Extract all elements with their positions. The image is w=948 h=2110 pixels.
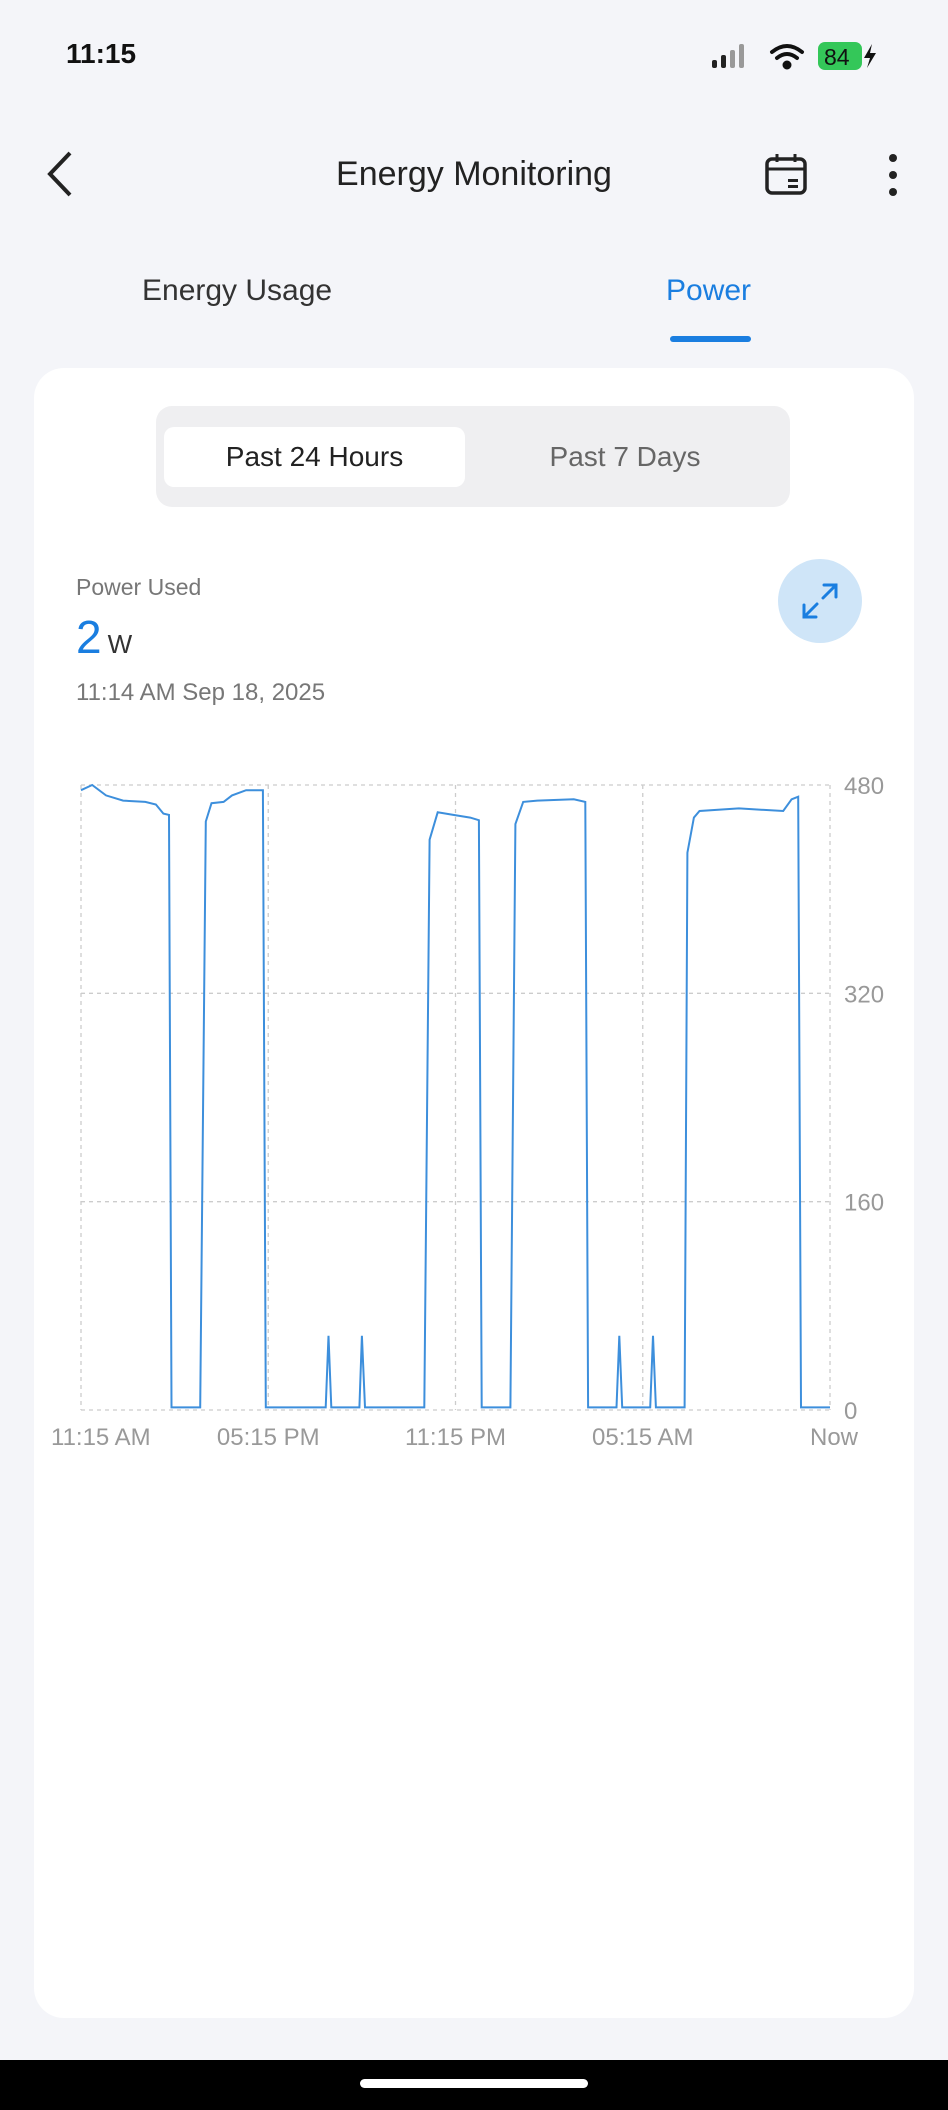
- tab-energy-usage[interactable]: Energy Usage: [142, 274, 333, 307]
- power-value: 2: [76, 611, 102, 663]
- page-title: Energy Monitoring: [336, 155, 612, 193]
- expand-chart-button[interactable]: [778, 559, 862, 643]
- active-tab-indicator: [670, 336, 751, 342]
- status-icons: 84: [712, 42, 876, 70]
- x-tick-label: 11:15 PM: [405, 1424, 506, 1451]
- wifi-icon: [770, 44, 804, 70]
- y-tick-label: 320: [844, 981, 884, 1008]
- power-used-label: Power Used: [76, 574, 202, 600]
- signal-icon: [712, 44, 744, 68]
- x-tick-label: 05:15 AM: [592, 1424, 693, 1451]
- power-series-line: [80, 783, 830, 1409]
- tab-power[interactable]: Power: [666, 274, 752, 307]
- power-unit: W: [107, 629, 133, 659]
- x-tick-label: 11:15 AM: [51, 1424, 151, 1451]
- battery-icon: [818, 42, 862, 70]
- home-indicator[interactable]: [360, 2079, 588, 2088]
- expand-icon: [802, 583, 838, 619]
- x-tick-label: Now: [810, 1424, 859, 1451]
- range-past-7-days[interactable]: Past 7 Days: [549, 441, 701, 472]
- calendar-icon[interactable]: [764, 152, 808, 196]
- power-card: [34, 368, 914, 2018]
- y-tick-label: 480: [844, 773, 884, 800]
- status-time: 11:15: [66, 38, 137, 69]
- battery-level: 84: [824, 44, 850, 70]
- more-vertical-icon[interactable]: [886, 152, 900, 198]
- y-tick-label: 160: [844, 1190, 884, 1217]
- power-chart: 0 160 320 480 11:15 AM 05:15 PM 11:15 PM 05:15 …: [51, 773, 884, 1451]
- y-tick-label: 0: [844, 1398, 857, 1425]
- power-timestamp: 11:14 AM Sep 18, 2025: [76, 679, 326, 706]
- range-past-24-hours[interactable]: Past 24 Hours: [164, 427, 465, 487]
- chevron-left-icon[interactable]: [44, 150, 74, 198]
- x-tick-label: 05:15 PM: [217, 1424, 320, 1451]
- charging-icon: [864, 44, 876, 68]
